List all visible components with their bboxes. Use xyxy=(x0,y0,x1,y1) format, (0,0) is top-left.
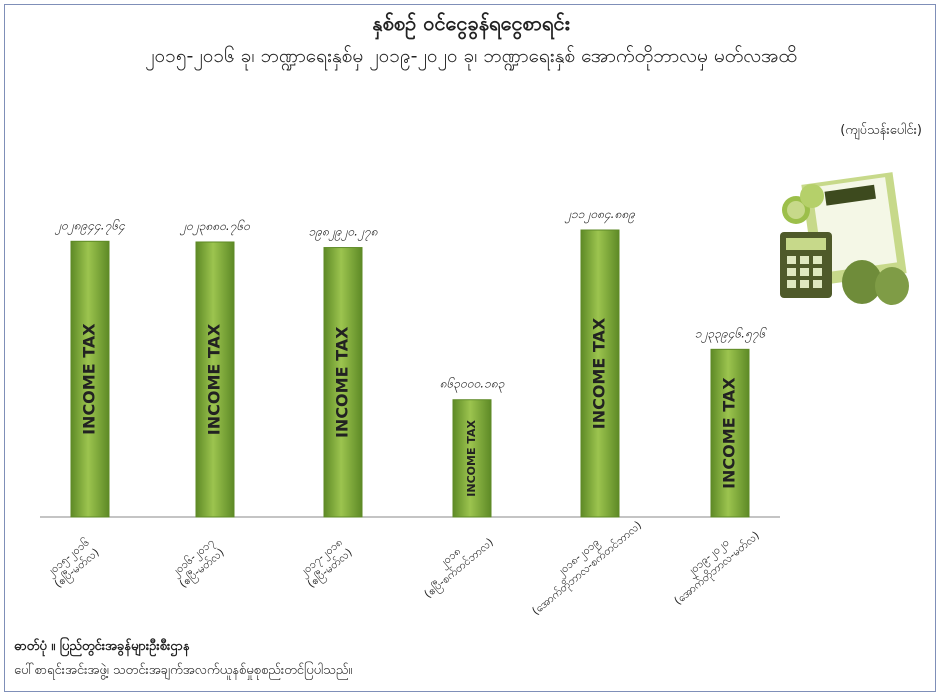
category-label-5: ၂၀၁၈-၂၀၁၉(အောက်တိုဘာလ-စက်တင်ဘာလ) xyxy=(520,508,645,619)
bar-text-3: INCOME TAX xyxy=(333,326,352,438)
value-label-3: ၁၉၈၂၉၂၀.၂၇၈ xyxy=(309,225,378,242)
tax-calculator-icon xyxy=(780,172,909,305)
category-label-4: ၂၀၁၈(ဧပြီ-စက်တင်ဘာလ) xyxy=(413,525,498,603)
category-label-1: ၂၀၁၅-၂၀၁၆(ဧပြီ-မတ်လ) xyxy=(43,535,103,592)
source-line-2: ပေါ်စာရင်းအင်းအဖွဲ့၊ သတင်းအချက်အလက်ယူနစ်… xyxy=(14,663,353,678)
value-label-4: ၈၆၃၀၀၀.၁၈၃ xyxy=(440,377,505,394)
chart-title: နှစ်စဉ် ဝင်ငွေခွန်ရငွေစာရင်း xyxy=(372,11,570,35)
bar-1 xyxy=(70,240,110,518)
chart-subtitle: ၂၀၁၅-၂၀၁၆ ခု၊ ဘဏ္ဍာရေးနှစ်မှ ၂၀၁၉-၂၀၂၀ ခ… xyxy=(145,45,797,67)
source-line-1: ဓာတ်ပုံ ။ ပြည်တွင်းအခွန်များဦးစီးဌာန xyxy=(14,639,190,654)
bar-4 xyxy=(452,399,492,518)
category-label-line: (အောက်တိုဘာလ-စက်တင်ဘာလ) xyxy=(529,518,645,619)
value-label-5: ၂၁၁၂၀၈၄.၈၈၉ xyxy=(564,207,635,224)
bar-text-5: INCOME TAX xyxy=(590,317,609,429)
category-label-2: ၂၀၁၆-၂၀၁၇(ဧပြီ-မတ်လ) xyxy=(168,535,228,592)
bar-text-6: INCOME TAX xyxy=(720,377,739,489)
bar-text-1: INCOME TAX xyxy=(80,323,99,435)
bar-2 xyxy=(195,241,235,518)
category-label-3: ၂၀၁၇-၂၀၁၈(ဧပြီ-မတ်လ) xyxy=(296,535,356,592)
value-label-6: ၁၂၃၃၉၄၆.၅၇၆ xyxy=(695,326,768,343)
bar-3 xyxy=(323,247,363,518)
value-label-2: ၂၀၂၃၈၈၀.၇၆၀ xyxy=(179,219,250,236)
unit-label: (ကျပ်သန်းပေါင်း) xyxy=(840,123,922,138)
bar-5 xyxy=(580,229,620,518)
chart-frame xyxy=(4,4,936,692)
bar-text-2: INCOME TAX xyxy=(205,323,224,435)
category-label-line: (ဧပြီ-စက်တင်ဘာလ) xyxy=(422,535,498,602)
value-label-1: ၂၀၂၈၉၄၄.၇၆၄ xyxy=(54,218,126,235)
category-label-6: ၂၀၁၉-၂၀၂၀(အောက်တိုဘာလ-မတ်လ) xyxy=(663,518,764,609)
bar-6 xyxy=(710,348,750,518)
bar-text-4: INCOME TAX xyxy=(465,420,478,497)
